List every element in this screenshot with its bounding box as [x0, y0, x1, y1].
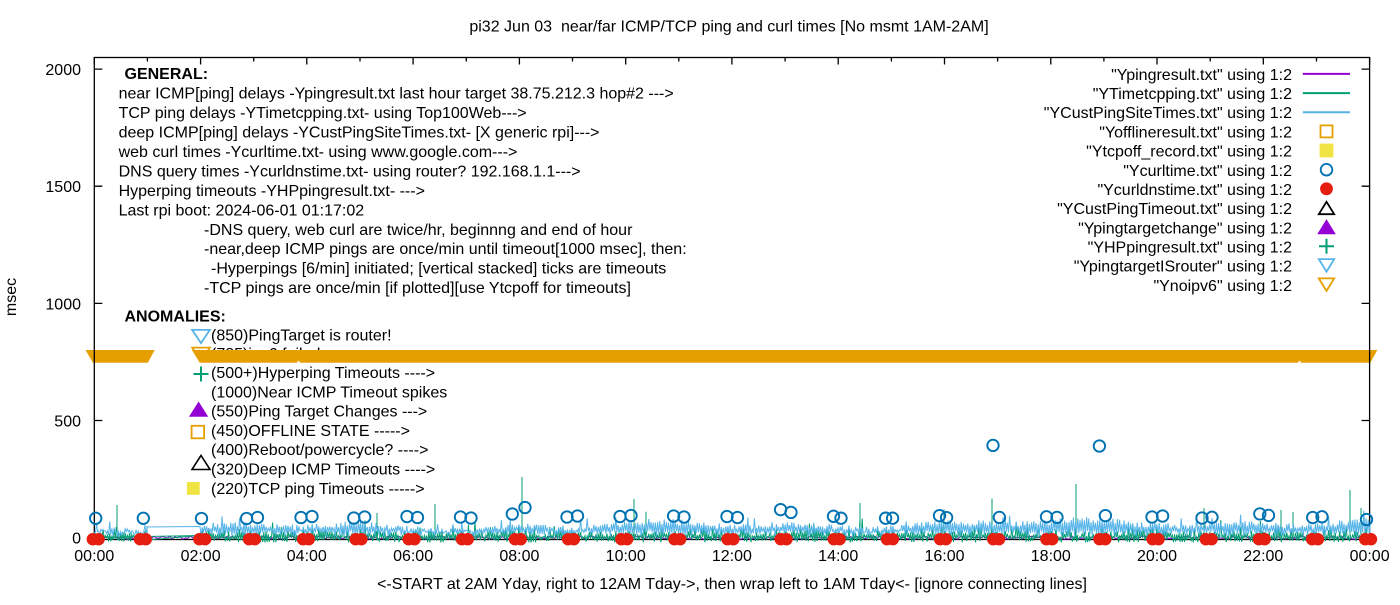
svg-text:00:00: 00:00 — [1350, 548, 1390, 565]
svg-text:04:00: 04:00 — [287, 548, 327, 565]
svg-text:"Ypingresult.txt" using 1:2: "Ypingresult.txt" using 1:2 — [1111, 67, 1292, 84]
svg-text:0: 0 — [72, 531, 81, 548]
svg-text:02:00: 02:00 — [181, 548, 221, 565]
svg-text:"Ynoipv6" using 1:2: "Ynoipv6" using 1:2 — [1153, 278, 1292, 295]
svg-text:"YTimetcpping.txt" using 1:2: "YTimetcpping.txt" using 1:2 — [1093, 86, 1292, 103]
svg-text:"Ycurltime.txt" using 1:2: "Ycurltime.txt" using 1:2 — [1123, 163, 1292, 180]
svg-text:"Yofflineresult.txt" using 1:2: "Yofflineresult.txt" using 1:2 — [1099, 124, 1292, 141]
svg-text:"YpingtargetISrouter" using 1:: "YpingtargetISrouter" using 1:2 — [1074, 259, 1292, 276]
svg-text:00:00: 00:00 — [74, 548, 114, 565]
svg-text:14:00: 14:00 — [818, 548, 858, 565]
svg-text:(850)PingTarget is router!: (850)PingTarget is router! — [211, 328, 392, 345]
svg-text:Hyperping timeouts -YHPpingres: Hyperping timeouts -YHPpingresult.txt- -… — [119, 183, 425, 200]
svg-text:msec: msec — [3, 278, 20, 316]
svg-text:(550)Ping Target Changes --->: (550)Ping Target Changes ---> — [211, 404, 427, 421]
svg-text:"Ycurldnstime.txt" using 1:2: "Ycurldnstime.txt" using 1:2 — [1097, 182, 1292, 199]
svg-text:(1000)Near ICMP Timeout spikes: (1000)Near ICMP Timeout spikes — [211, 384, 447, 401]
svg-text:-Hyperpings [6/min] initiated;: -Hyperpings [6/min] initiated; [vertical… — [211, 261, 666, 278]
svg-text:1500: 1500 — [45, 179, 81, 196]
svg-text:20:00: 20:00 — [1137, 548, 1177, 565]
svg-text:(500+)Hyperping Timeouts ---->: (500+)Hyperping Timeouts ----> — [211, 365, 435, 382]
svg-text:16:00: 16:00 — [924, 548, 964, 565]
svg-text:ANOMALIES:: ANOMALIES: — [125, 309, 226, 326]
svg-text:08:00: 08:00 — [499, 548, 539, 565]
svg-text:-near,deep ICMP pings are once: -near,deep ICMP pings are once/min until… — [204, 241, 687, 258]
svg-text:(320)Deep ICMP Timeouts ---->: (320)Deep ICMP Timeouts ----> — [211, 462, 435, 479]
svg-text:web curl times -Ycurltime.txt-: web curl times -Ycurltime.txt- using www… — [118, 144, 518, 161]
svg-text:(220)TCP ping Timeouts ----->: (220)TCP ping Timeouts -----> — [211, 481, 425, 498]
svg-text:06:00: 06:00 — [393, 548, 433, 565]
svg-text:"YHPpingresult.txt" using 1:2: "YHPpingresult.txt" using 1:2 — [1088, 239, 1292, 256]
svg-text:(450)OFFLINE STATE ----->: (450)OFFLINE STATE -----> — [211, 423, 410, 440]
svg-text:near ICMP[ping] delays -Ypingr: near ICMP[ping] delays -Ypingresult.txt … — [119, 86, 674, 103]
svg-text:(400)Reboot/powercycle? ---->: (400)Reboot/powercycle? ----> — [211, 442, 428, 459]
svg-text:DNS query times -Ycurldnstime.: DNS query times -Ycurldnstime.txt- using… — [119, 163, 581, 180]
svg-text:TCP ping delays -YTimetcpping.: TCP ping delays -YTimetcpping.txt- using… — [119, 105, 527, 122]
svg-text:18:00: 18:00 — [1031, 548, 1071, 565]
svg-text:10:00: 10:00 — [606, 548, 646, 565]
svg-text:2000: 2000 — [45, 62, 81, 79]
svg-text:<-START at 2AM Yday, right to: <-START at 2AM Yday, right to 12AM Tday-… — [377, 576, 1087, 593]
svg-text:"YCustPingSiteTimes.txt" using: "YCustPingSiteTimes.txt" using 1:2 — [1044, 105, 1292, 122]
svg-text:GENERAL:: GENERAL: — [125, 66, 209, 83]
svg-text:Last rpi boot: 2024-06-01 01:1: Last rpi boot: 2024-06-01 01:17:02 — [119, 202, 365, 219]
svg-text:22:00: 22:00 — [1243, 548, 1283, 565]
svg-text:500: 500 — [54, 414, 81, 431]
svg-text:-DNS query, web curl are twice: -DNS query, web curl are twice/hr, begin… — [204, 222, 633, 239]
svg-text:"YCustPingTimeout.txt" using 1: "YCustPingTimeout.txt" using 1:2 — [1057, 201, 1292, 218]
svg-text:"Ypingtargetchange" using 1:2: "Ypingtargetchange" using 1:2 — [1078, 220, 1292, 237]
svg-text:pi32 Jun 03 near/far ICMP/TCP: pi32 Jun 03 near/far ICMP/TCP ping and c… — [469, 19, 988, 36]
svg-text:-TCP pings are once/min [if pl: -TCP pings are once/min [if plotted][use… — [204, 280, 631, 297]
svg-text:"Ytcpoff_record.txt" using 1:2: "Ytcpoff_record.txt" using 1:2 — [1086, 144, 1292, 161]
svg-text:1000: 1000 — [45, 296, 81, 313]
svg-text:deep ICMP[ping] delays -YCustP: deep ICMP[ping] delays -YCustPingSiteTim… — [119, 125, 600, 142]
svg-text:12:00: 12:00 — [712, 548, 752, 565]
